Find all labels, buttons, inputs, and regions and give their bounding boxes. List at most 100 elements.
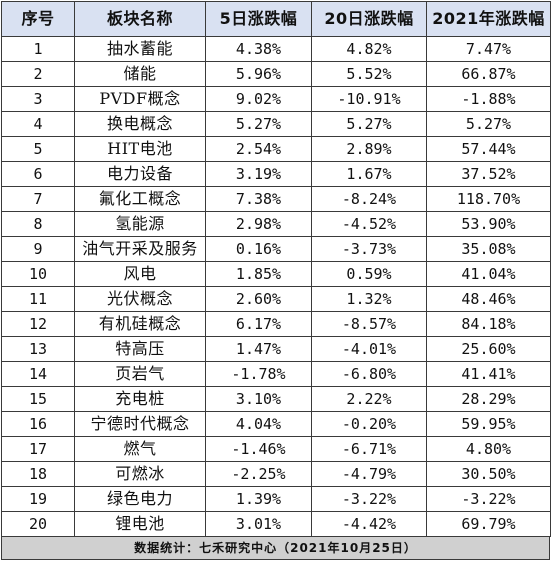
table-header-row: 序号 板块名称 5日涨跌幅 20日涨跌幅 2021年涨跌幅 xyxy=(1,1,551,37)
cell-sector-name: 油气开采及服务 xyxy=(74,236,206,262)
cell-index: 2 xyxy=(1,61,75,87)
table-body: 1 抽水蓄能 4.38% 4.82% 7.47% 2 储能 5.96% 5.52% 66.87% 3… xyxy=(1,36,551,537)
cell-2021-change: 69.79% xyxy=(426,511,551,537)
cell-sector-name: HIT电池 xyxy=(74,136,206,162)
cell-5d-change: 7.38% xyxy=(205,186,312,212)
cell-5d-change: 4.38% xyxy=(205,36,312,62)
cell-20d-change: 2.22% xyxy=(311,386,427,412)
cell-20d-change: -8.24% xyxy=(311,186,427,212)
cell-2021-change: 41.04% xyxy=(426,261,551,287)
table-row: 11 光伏概念 2.60% 1.32% 48.46% xyxy=(1,286,551,312)
cell-index: 15 xyxy=(1,386,75,412)
cell-sector-name: 风电 xyxy=(74,261,206,287)
cell-5d-change: 3.01% xyxy=(205,511,312,537)
cell-index: 8 xyxy=(1,211,75,237)
cell-sector-name: 电力设备 xyxy=(74,161,206,187)
cell-5d-change: 2.60% xyxy=(205,286,312,312)
cell-2021-change: 84.18% xyxy=(426,311,551,337)
cell-20d-change: 2.89% xyxy=(311,136,427,162)
cell-2021-change: 25.60% xyxy=(426,336,551,362)
cell-20d-change: -6.71% xyxy=(311,436,427,462)
cell-2021-change: 4.80% xyxy=(426,436,551,462)
table-row: 6 电力设备 3.19% 1.67% 37.52% xyxy=(1,161,551,187)
cell-5d-change: 2.98% xyxy=(205,211,312,237)
cell-20d-change: -4.42% xyxy=(311,511,427,537)
cell-sector-name: 有机硅概念 xyxy=(74,311,206,337)
cell-sector-name: 储能 xyxy=(74,61,206,87)
cell-sector-name: 氢能源 xyxy=(74,211,206,237)
cell-5d-change: 2.54% xyxy=(205,136,312,162)
table-row: 1 抽水蓄能 4.38% 4.82% 7.47% xyxy=(1,36,551,62)
cell-index: 3 xyxy=(1,86,75,112)
table-row: 4 换电概念 5.27% 5.27% 5.27% xyxy=(1,111,551,137)
header-sector-name: 板块名称 xyxy=(74,1,206,37)
cell-20d-change: -3.73% xyxy=(311,236,427,262)
cell-5d-change: 1.85% xyxy=(205,261,312,287)
cell-20d-change: -10.91% xyxy=(311,86,427,112)
sector-performance-table: 序号 板块名称 5日涨跌幅 20日涨跌幅 2021年涨跌幅 1 抽水蓄能 4.38%… xyxy=(1,1,551,537)
header-index: 序号 xyxy=(1,1,75,37)
cell-index: 17 xyxy=(1,436,75,462)
table-row: 20 锂电池 3.01% -4.42% 69.79% xyxy=(1,511,551,537)
cell-20d-change: 1.67% xyxy=(311,161,427,187)
cell-sector-name: 氟化工概念 xyxy=(74,186,206,212)
header-20d-change: 20日涨跌幅 xyxy=(311,1,427,37)
cell-5d-change: -2.25% xyxy=(205,461,312,487)
table-row: 13 特高压 1.47% -4.01% 25.60% xyxy=(1,336,551,362)
cell-5d-change: 5.27% xyxy=(205,111,312,137)
cell-2021-change: 41.41% xyxy=(426,361,551,387)
cell-2021-change: 37.52% xyxy=(426,161,551,187)
cell-index: 14 xyxy=(1,361,75,387)
cell-2021-change: 53.90% xyxy=(426,211,551,237)
cell-2021-change: -3.22% xyxy=(426,486,551,512)
table-row: 9 油气开采及服务 0.16% -3.73% 35.08% xyxy=(1,236,551,262)
table-row: 2 储能 5.96% 5.52% 66.87% xyxy=(1,61,551,87)
cell-index: 5 xyxy=(1,136,75,162)
table-row: 15 充电桩 3.10% 2.22% 28.29% xyxy=(1,386,551,412)
cell-2021-change: 48.46% xyxy=(426,286,551,312)
cell-20d-change: 5.27% xyxy=(311,111,427,137)
cell-20d-change: -4.01% xyxy=(311,336,427,362)
cell-sector-name: 绿色电力 xyxy=(74,486,206,512)
cell-5d-change: 3.19% xyxy=(205,161,312,187)
cell-sector-name: 宁德时代概念 xyxy=(74,411,206,437)
cell-2021-change: 59.95% xyxy=(426,411,551,437)
header-5d-change: 5日涨跌幅 xyxy=(205,1,312,37)
cell-sector-name: 锂电池 xyxy=(74,511,206,537)
cell-index: 20 xyxy=(1,511,75,537)
cell-20d-change: 4.82% xyxy=(311,36,427,62)
cell-2021-change: 35.08% xyxy=(426,236,551,262)
cell-5d-change: 9.02% xyxy=(205,86,312,112)
cell-5d-change: 0.16% xyxy=(205,236,312,262)
cell-sector-name: 抽水蓄能 xyxy=(74,36,206,62)
cell-index: 7 xyxy=(1,186,75,212)
cell-20d-change: -6.80% xyxy=(311,361,427,387)
cell-2021-change: -1.88% xyxy=(426,86,551,112)
cell-20d-change: 0.59% xyxy=(311,261,427,287)
cell-20d-change: 1.32% xyxy=(311,286,427,312)
cell-index: 18 xyxy=(1,461,75,487)
table-row: 14 页岩气 -1.78% -6.80% 41.41% xyxy=(1,361,551,387)
cell-index: 11 xyxy=(1,286,75,312)
cell-5d-change: -1.46% xyxy=(205,436,312,462)
cell-2021-change: 30.50% xyxy=(426,461,551,487)
table-row: 18 可燃冰 -2.25% -4.79% 30.50% xyxy=(1,461,551,487)
cell-5d-change: 5.96% xyxy=(205,61,312,87)
cell-index: 4 xyxy=(1,111,75,137)
cell-2021-change: 28.29% xyxy=(426,386,551,412)
cell-index: 9 xyxy=(1,236,75,262)
table-row: 17 燃气 -1.46% -6.71% 4.80% xyxy=(1,436,551,462)
cell-index: 12 xyxy=(1,311,75,337)
cell-sector-name: 充电桩 xyxy=(74,386,206,412)
cell-20d-change: -0.20% xyxy=(311,411,427,437)
cell-5d-change: 6.17% xyxy=(205,311,312,337)
table-row: 10 风电 1.85% 0.59% 41.04% xyxy=(1,261,551,287)
cell-sector-name: 换电概念 xyxy=(74,111,206,137)
cell-index: 1 xyxy=(1,36,75,62)
cell-2021-change: 7.47% xyxy=(426,36,551,62)
cell-sector-name: 特高压 xyxy=(74,336,206,362)
source-footer: 数据统计：七禾研究中心（2021年10月25日） xyxy=(1,537,550,560)
table-row: 3 PVDF概念 9.02% -10.91% -1.88% xyxy=(1,86,551,112)
table-row: 19 绿色电力 1.39% -3.22% -3.22% xyxy=(1,486,551,512)
